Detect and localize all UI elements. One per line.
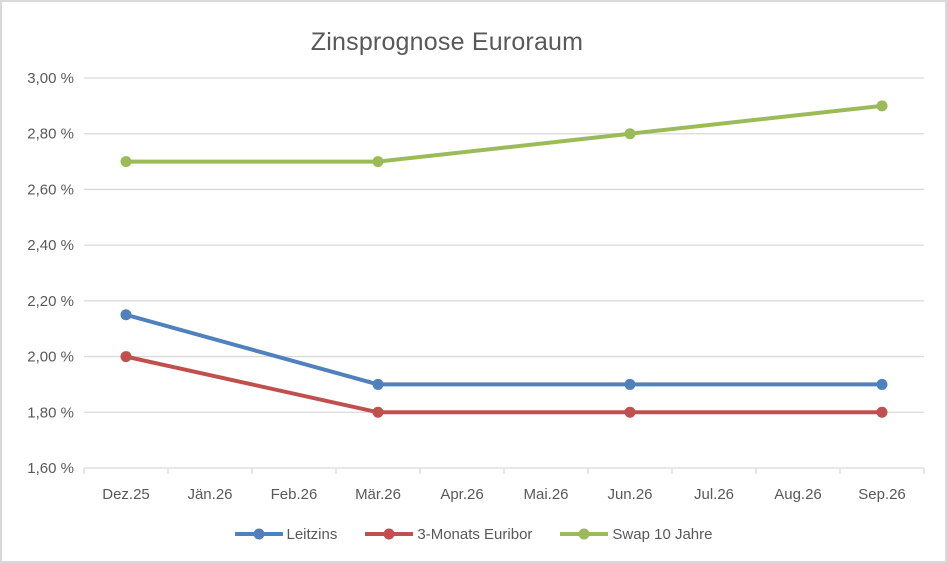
y-axis-tick-label: 2,80 % (27, 126, 74, 143)
legend-marker-icon (365, 528, 414, 540)
x-axis-tick-label: Dez.25 (102, 486, 150, 503)
data-point-3-monats-euribor-dez-25[interactable] (120, 351, 132, 363)
y-axis-tick-label: 1,80 % (27, 404, 74, 421)
data-point-swap-10-jahre-dez-25[interactable] (120, 156, 132, 168)
data-point-swap-10-jahre-sep-26[interactable] (876, 100, 888, 112)
x-axis-tick-label: Jun.26 (607, 486, 652, 503)
data-point-leitzins-jun-26[interactable] (624, 378, 636, 390)
legend-marker-icon (234, 528, 283, 540)
data-point-leitzins-m-r-26[interactable] (372, 378, 384, 390)
legend-item-swap-10-jahre[interactable]: Swap 10 Jahre (560, 525, 713, 543)
chart-title: Zinsprognose Euroraum (310, 28, 584, 56)
y-axis-tick-label: 2,00 % (27, 349, 74, 366)
legend-label: Leitzins (286, 525, 338, 543)
data-point-leitzins-dez-25[interactable] (120, 309, 132, 321)
y-axis-tick-label: 2,20 % (27, 293, 74, 310)
series-line-swap-10-jahre[interactable] (124, 103, 884, 164)
series-line-leitzins[interactable] (124, 312, 884, 387)
legend-label: 3-Monats Euribor (417, 525, 533, 543)
data-point-leitzins-sep-26[interactable] (876, 378, 888, 390)
x-axis-tick-label: Jän.26 (187, 486, 232, 503)
series-line-3-monats-euribor[interactable] (124, 354, 884, 415)
x-axis-tick-label: Jul.26 (694, 486, 734, 503)
x-axis-tick-label: Aug.26 (774, 486, 822, 503)
x-axis-tick-label: Apr.26 (440, 486, 483, 503)
x-axis-tick-label: Sep.26 (858, 486, 906, 503)
data-point-swap-10-jahre-jun-26[interactable] (624, 128, 636, 140)
data-point-3-monats-euribor-jun-26[interactable] (624, 406, 636, 418)
legend-item-3-monats-euribor[interactable]: 3-Monats Euribor (365, 526, 532, 543)
y-axis-tick-label: 1,60 % (27, 460, 74, 477)
data-point-3-monats-euribor-m-r-26[interactable] (372, 406, 384, 418)
data-point-swap-10-jahre-m-r-26[interactable] (372, 156, 384, 168)
x-axis-tick-label: Mär.26 (355, 486, 401, 503)
legend: Leitzins 3-Monats Euribor Swap 10 Jahre (2, 520, 945, 548)
y-axis-tick-label: 2,40 % (27, 237, 74, 254)
y-axis-tick-label: 2,60 % (27, 181, 74, 198)
legend-item-leitzins[interactable]: Leitzins (234, 525, 338, 543)
y-axis-tick-label: 3,00 % (27, 70, 74, 87)
x-axis-tick-label: Mai.26 (523, 486, 568, 503)
legend-marker-icon (560, 528, 609, 540)
data-point-3-monats-euribor-sep-26[interactable] (876, 406, 888, 418)
legend-label: Swap 10 Jahre (612, 525, 713, 543)
x-axis-tick-label: Feb.26 (271, 486, 318, 503)
